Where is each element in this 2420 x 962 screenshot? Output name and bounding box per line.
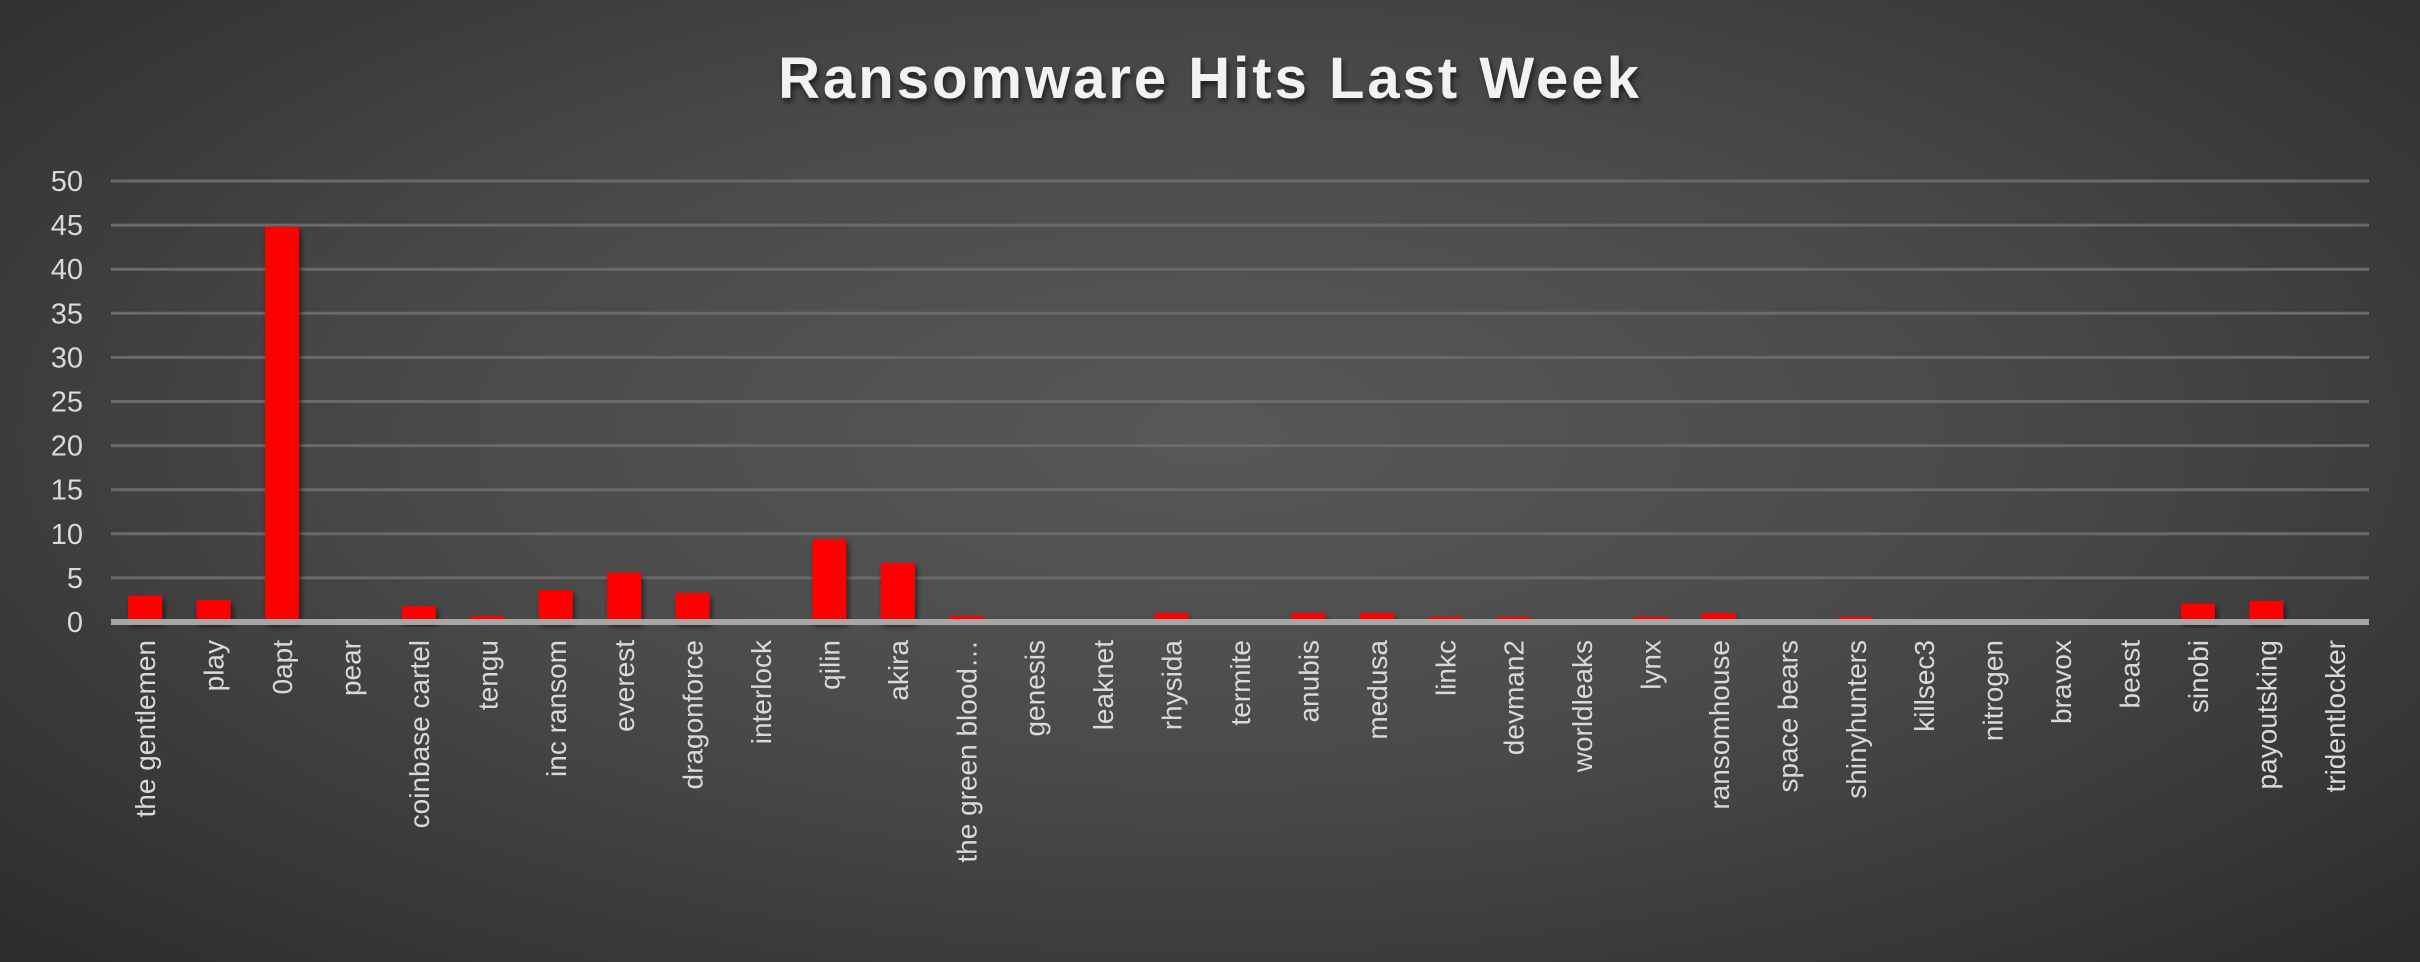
x-tick-label: qilin: [814, 640, 845, 690]
x-tick-label: medusa: [1362, 640, 1393, 740]
x-tick-label: anubis: [1293, 640, 1324, 723]
y-axis: 0 5 10 15 20 25 30 35 40 45 50: [51, 166, 83, 639]
gridlines: [111, 179, 2369, 580]
x-tick-label: linkc: [1430, 640, 1461, 696]
bars: [128, 226, 2352, 623]
y-tick-label: 45: [51, 210, 83, 242]
x-tick-label: killsec3: [1909, 640, 1940, 732]
x-tick-label: dragonforce: [678, 640, 709, 789]
x-tick-label: ransomhouse: [1704, 640, 1735, 810]
x-tick-label: leaknet: [1088, 640, 1119, 731]
x-tick-label: pear: [335, 640, 366, 696]
x-tick-label: akira: [883, 640, 914, 701]
x-tick-label: bravox: [2046, 640, 2077, 724]
bar: [401, 606, 436, 622]
y-tick-label: 15: [51, 475, 83, 507]
bar: [607, 572, 642, 622]
x-tick-label: interlock: [746, 639, 777, 744]
bar: [812, 539, 847, 622]
x-tick-label: lynx: [1636, 640, 1667, 690]
y-tick-label: 0: [67, 607, 83, 639]
bar: [1154, 613, 1189, 622]
x-tick-label: play: [199, 640, 230, 691]
bar: [1701, 613, 1736, 622]
y-tick-label: 50: [51, 166, 83, 198]
x-tick-label: space bears: [1772, 640, 1803, 793]
y-tick-label: 20: [51, 431, 83, 463]
x-tick-label: beast: [2115, 640, 2146, 709]
bar: [470, 615, 505, 622]
bar: [1291, 613, 1326, 622]
y-tick-label: 40: [51, 254, 83, 286]
x-axis: the gentlemen play 0apt pear coinbase cartel…: [111, 619, 2369, 863]
bar: [880, 562, 915, 622]
y-tick-label: 5: [67, 563, 83, 595]
x-tick-label: tengu: [472, 640, 503, 710]
y-tick-label: 25: [51, 387, 83, 419]
bar: [2180, 603, 2215, 622]
x-tick-label: the gentlemen: [130, 640, 161, 817]
x-tick-label: tridentlocker: [2320, 640, 2351, 793]
x-tick-label: rhysida: [1157, 640, 1188, 731]
bar: [949, 615, 984, 622]
chart-title: Ransomware Hits Last Week: [778, 46, 1642, 111]
bar: [265, 226, 300, 622]
bar: [538, 590, 573, 622]
x-tick-label: payoutsking: [2251, 640, 2282, 789]
x-tick-label: inc ransom: [541, 640, 572, 777]
x-tick-label: genesis: [1020, 640, 1051, 737]
bar: [675, 592, 710, 622]
bar: [196, 599, 231, 622]
bar: [128, 595, 163, 622]
bar: [2249, 600, 2284, 622]
y-tick-label: 10: [51, 519, 83, 551]
y-tick-label: 35: [51, 298, 83, 330]
x-tick-label: worldleaks: [1567, 640, 1598, 773]
x-tick-label: 0apt: [267, 640, 298, 695]
x-tick-label: termite: [1225, 640, 1256, 726]
x-tick-label: sinobi: [2183, 640, 2214, 713]
y-tick-label: 30: [51, 342, 83, 374]
x-tick-label: nitrogen: [1978, 640, 2009, 741]
x-tick-label: devman2: [1499, 640, 1530, 755]
x-tick-label: the green blood…: [951, 640, 982, 863]
x-tick-label: shinyhunters: [1841, 640, 1872, 799]
x-tick-label: everest: [609, 640, 640, 732]
bar: [1359, 613, 1394, 622]
x-tick-label: coinbase cartel: [404, 640, 435, 828]
